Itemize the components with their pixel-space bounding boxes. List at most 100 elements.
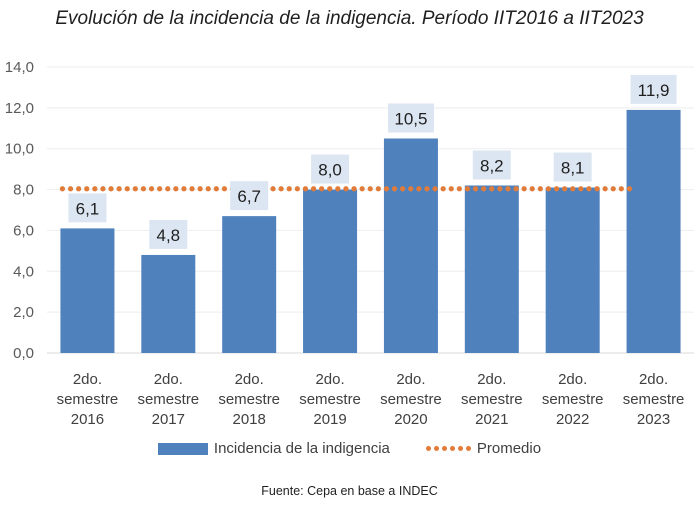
average-line-dot (92, 186, 98, 192)
data-label-background (230, 181, 269, 211)
average-line-dot (618, 186, 624, 192)
average-line-dot (448, 186, 454, 192)
bar (464, 185, 519, 353)
average-line-dot (278, 186, 284, 192)
average-line-dot (165, 186, 171, 192)
average-line-dot (294, 186, 300, 192)
average-line-dot (602, 186, 608, 192)
y-tick-label: 2,0 (13, 304, 34, 321)
x-tick-label: 2do. (154, 371, 183, 388)
average-line-dot (59, 186, 66, 192)
data-label-background (387, 103, 434, 133)
average-line-dot (310, 186, 317, 192)
y-tick-label: 14,0 (5, 59, 34, 76)
data-labels: 6,1 4,8 6,7 8,0 10,5 8,2 8,1 11,9 (68, 74, 677, 249)
average-line-dot (189, 186, 195, 192)
average-line-dot (197, 186, 203, 192)
source-note: Fuente: Cepa en base a INDEC (261, 484, 438, 498)
y-tick-label: 6,0 (13, 222, 34, 239)
x-tick-label: 2017 (152, 411, 185, 428)
y-tick-label: 10,0 (5, 141, 34, 158)
average-line-dot (521, 186, 527, 192)
average-line-dot (157, 186, 163, 192)
legend-swatch-dotted-line (425, 446, 471, 451)
y-tick-label: 4,0 (13, 263, 34, 280)
average-line-dot (359, 186, 365, 192)
data-label-background (553, 152, 592, 182)
average-line-dot (181, 186, 187, 192)
x-tick-label: 2do. (477, 371, 506, 388)
data-label: 10,5 (394, 110, 427, 129)
data-label: 8,0 (318, 161, 342, 180)
average-line-dot (497, 186, 503, 192)
average-line-dot (578, 186, 584, 192)
average-line-dot (213, 186, 219, 192)
average-line-dot (570, 186, 576, 192)
average-line-dot (205, 186, 211, 192)
average-line-dot (464, 186, 471, 192)
legend: Incidencia de la indigencia Promedio (0, 440, 699, 457)
data-label-background (68, 193, 107, 223)
average-line-dot (302, 186, 309, 192)
average-line-dot (124, 186, 130, 192)
x-tick-label: semestre (380, 391, 442, 408)
x-tick-label: semestre (299, 391, 361, 408)
data-label-background (311, 154, 350, 184)
average-line-dot (472, 186, 479, 192)
x-tick-label: semestre (57, 391, 119, 408)
average-line-dot (408, 186, 414, 192)
average-line-dot (327, 186, 333, 192)
average-line-dot (513, 186, 519, 192)
bars (60, 109, 681, 354)
bar (222, 216, 277, 353)
average-line-dot (100, 186, 106, 192)
average-line-dot (594, 186, 600, 192)
average-line-dot (529, 186, 535, 192)
average-line-dot (400, 186, 406, 192)
average-line-dot (319, 186, 325, 192)
average-line-dot (132, 186, 138, 192)
average-line-dot (481, 186, 487, 192)
x-tick-label: semestre (542, 391, 604, 408)
x-tick-label: 2021 (475, 411, 508, 428)
x-tick-label: 2do. (558, 371, 587, 388)
data-label-background (149, 219, 188, 249)
data-label: 6,7 (237, 187, 261, 206)
average-line-dot (221, 186, 228, 192)
average-line-dot (432, 186, 438, 192)
average-line-dot (116, 186, 122, 192)
data-label-background (630, 74, 677, 104)
x-tick-label: 2023 (637, 411, 670, 428)
plot-area: 0,0 2,0 4,0 6,0 8,0 10,0 12,0 14,0 6,1 4,8 6,7 8,0… (5, 59, 694, 428)
data-label: 11,9 (638, 81, 670, 100)
x-tick-label: semestre (623, 391, 685, 408)
x-tick-label: 2do. (639, 371, 668, 388)
average-line-dot (610, 186, 616, 192)
bar (383, 138, 438, 353)
average-line-dot (383, 186, 390, 192)
average-line-dot (553, 186, 560, 192)
average-line-dot (562, 186, 568, 192)
average-line-dot (416, 186, 422, 192)
average-line-dot (148, 186, 155, 192)
x-tick-label: 2do. (73, 371, 102, 388)
y-tick-label: 8,0 (13, 182, 34, 199)
average-line-dot (270, 186, 276, 192)
average-line-dot (76, 186, 82, 192)
bar (60, 228, 115, 353)
x-tick-label: semestre (137, 391, 199, 408)
data-label: 8,1 (561, 159, 585, 178)
average-line-dot (586, 186, 592, 192)
legend-label: Incidencia de la indigencia (213, 440, 390, 457)
x-tick-label: 2016 (71, 411, 104, 428)
bar (545, 187, 600, 353)
bar (303, 189, 358, 353)
legend-item-promedio: Promedio (425, 440, 541, 457)
average-line-dot (286, 186, 292, 192)
average-line-dot (424, 186, 430, 192)
x-tick-label: semestre (218, 391, 280, 408)
average-line-dot (84, 186, 90, 192)
x-axis: 2do. semestre 2016 2do. semestre 2017 2do. seme… (57, 371, 685, 428)
average-line-dot (67, 186, 74, 192)
y-tick-label: 12,0 (5, 100, 34, 117)
